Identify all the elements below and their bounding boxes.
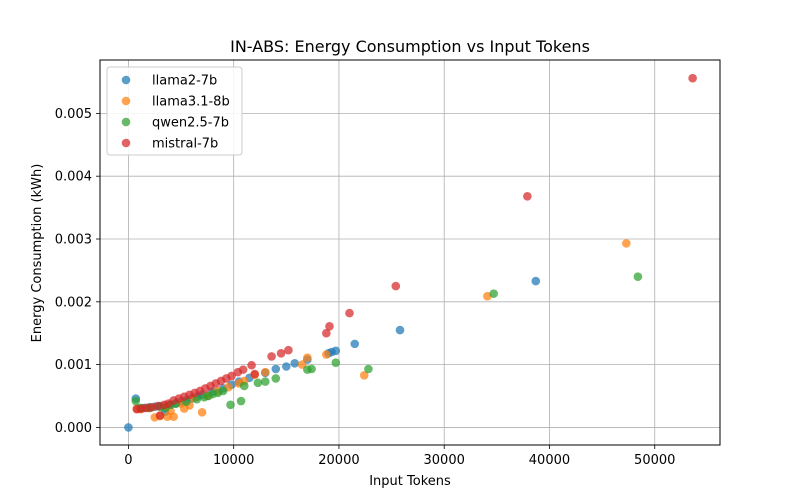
data-point (290, 359, 300, 368)
y-axis-title: Energy Consumption (kWh) (30, 164, 45, 343)
data-point (227, 371, 236, 381)
data-point (238, 365, 248, 374)
data-point (345, 308, 354, 318)
x-axis-title: Input Tokens (369, 474, 451, 489)
plot-area-frame (99, 59, 721, 446)
data-point (236, 396, 246, 406)
y-tick-label: 0.003 (55, 232, 92, 247)
x-tick-label: 10000 (213, 453, 254, 468)
data-point (260, 367, 270, 377)
y-tick-label: 0.002 (55, 295, 92, 310)
x-axis-ticks: 0 10000 20000 30000 40000 50000 (124, 445, 675, 468)
data-point (622, 239, 631, 248)
data-point (350, 339, 360, 349)
data-points (124, 73, 697, 432)
legend-item: mistral-7b (121, 137, 218, 152)
legend-marker (121, 96, 131, 106)
legend-item: llama2-7b (121, 74, 217, 89)
legend-label: llama3.1-8b (152, 95, 230, 110)
data-point (395, 325, 405, 335)
data-point (359, 370, 369, 380)
x-tick-label: 0 (124, 453, 132, 468)
data-point (303, 353, 312, 362)
data-point (282, 362, 291, 371)
data-point (523, 191, 532, 201)
data-point (247, 360, 256, 370)
chart-title: IN-ABS: Energy Consumption vs Input Toke… (230, 37, 590, 56)
data-point (271, 364, 281, 374)
grid-lines (100, 60, 720, 445)
data-point (226, 400, 235, 410)
data-point (391, 281, 401, 291)
legend-item: qwen2.5-7b (121, 116, 229, 131)
legend-marker (121, 75, 131, 85)
data-point (489, 289, 498, 298)
series-mistral-7b (132, 73, 697, 420)
data-point (331, 346, 341, 356)
y-tick-label: 0.005 (55, 107, 92, 122)
data-point (155, 411, 165, 420)
y-axis-ticks: 0.000 0.001 0.002 0.003 0.004 0.005 (55, 107, 100, 436)
data-point (253, 378, 263, 388)
data-point (364, 364, 373, 374)
data-point (267, 352, 276, 361)
legend-marker (121, 117, 131, 127)
data-point (124, 423, 133, 432)
data-point (271, 374, 281, 383)
data-point (331, 358, 341, 368)
legend-marker (121, 138, 131, 148)
data-point (260, 377, 270, 386)
data-point (688, 73, 697, 83)
legend-box (106, 66, 243, 156)
legend: llama2-7b llama3.1-8b qwen2.5-7b mistral-7b (106, 66, 243, 156)
y-tick-label: 0.000 (55, 421, 92, 436)
data-point (276, 349, 286, 358)
data-point (322, 350, 331, 359)
data-point (239, 381, 249, 391)
data-point (169, 412, 178, 422)
x-tick-label: 20000 (318, 453, 359, 468)
legend-item: llama3.1-8b (121, 95, 230, 110)
data-point (284, 345, 293, 355)
y-tick-label: 0.001 (55, 358, 92, 373)
data-point (197, 408, 207, 417)
data-point (325, 321, 334, 331)
data-point (633, 272, 643, 281)
x-tick-label: 50000 (634, 453, 675, 468)
y-tick-label: 0.004 (55, 170, 92, 185)
legend-label: qwen2.5-7b (152, 116, 229, 131)
data-point (131, 396, 141, 406)
data-point (250, 369, 260, 379)
data-point (218, 386, 228, 396)
x-tick-label: 40000 (529, 453, 570, 468)
data-point (307, 364, 316, 374)
legend-label: llama2-7b (152, 74, 217, 89)
data-point (531, 276, 541, 286)
data-point (322, 328, 331, 338)
x-tick-label: 30000 (424, 453, 465, 468)
legend-label: mistral-7b (152, 137, 218, 152)
